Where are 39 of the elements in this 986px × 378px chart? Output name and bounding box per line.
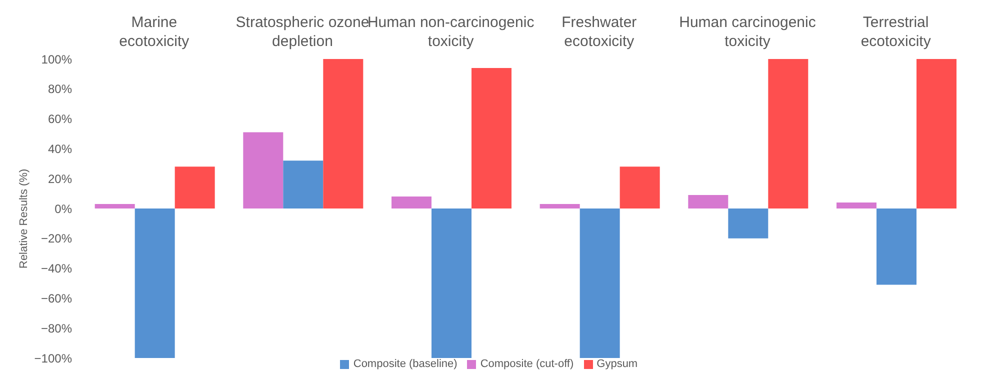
x-tick-label: Human non-carcinogenic toxicity — [367, 14, 535, 50]
y-tick-label: 80% — [48, 82, 72, 96]
legend-label: Gypsum — [596, 358, 638, 370]
x-tick-label: Marine ecotoxicity — [119, 14, 190, 50]
bar — [134, 208, 175, 358]
bar — [472, 68, 512, 208]
y-tick-label: −20% — [40, 232, 72, 246]
y-tick-label: −100% — [34, 351, 72, 366]
y-axis-title: Relative Results (%) — [18, 168, 30, 268]
y-tick-label: 0% — [54, 202, 72, 216]
bar — [836, 202, 876, 208]
bar — [540, 204, 580, 208]
y-tick-label: −60% — [40, 291, 72, 306]
x-tick-label: Human carcinogenic toxicity — [679, 14, 816, 50]
y-tick-label: −80% — [40, 321, 72, 336]
bar — [876, 208, 916, 285]
y-tick-label: 20% — [48, 172, 72, 186]
y-tick-label: −40% — [40, 262, 72, 276]
y-tick-label: 100% — [41, 52, 72, 66]
bar — [620, 166, 660, 208]
bar — [174, 166, 215, 208]
bar — [768, 59, 808, 208]
bar — [94, 204, 135, 208]
bar — [392, 196, 432, 208]
bar — [243, 132, 284, 208]
x-tick-label: Freshwater ecotoxicity — [562, 14, 637, 50]
legend-label: Composite (baseline) — [353, 358, 458, 370]
x-tick-label: Terrestrial ecotoxicity — [860, 14, 932, 50]
y-tick-label: 40% — [48, 142, 72, 156]
y-tick-label: 60% — [48, 112, 72, 126]
x-tick-label: Stratospheric ozone depletion — [236, 14, 370, 50]
bar — [432, 208, 472, 358]
legend-label: Composite (cut-off) — [480, 358, 574, 370]
bar — [728, 208, 768, 238]
bar — [916, 59, 956, 208]
bar — [323, 59, 364, 208]
bar — [580, 208, 620, 358]
bar — [283, 160, 324, 208]
bar — [688, 195, 728, 208]
